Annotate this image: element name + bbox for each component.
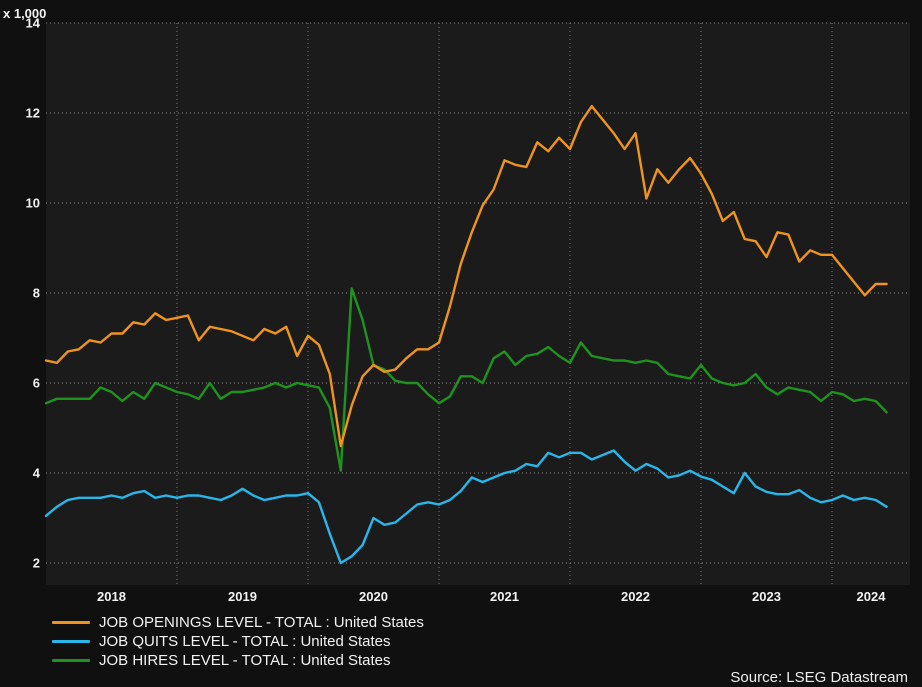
y-tick-label: 12 — [26, 106, 40, 121]
y-tick-label: 8 — [33, 286, 40, 301]
legend-line-swatch-quits — [52, 640, 90, 643]
y-tick-label: 14 — [26, 16, 41, 31]
source-attribution: Source: LSEG Datastream — [730, 669, 908, 686]
legend-item-quits: JOB QUITS LEVEL - TOTAL : United States — [52, 632, 424, 651]
legend-label-hires: JOB HIRES LEVEL - TOTAL : United States — [99, 652, 391, 669]
legend-item-openings: JOB OPENINGS LEVEL - TOTAL : United Stat… — [52, 613, 424, 632]
legend-line-swatch-hires — [52, 659, 90, 662]
x-tick-label: 2021 — [490, 589, 519, 604]
x-tick-label: 2019 — [228, 589, 257, 604]
series-line-openings — [44, 104, 888, 448]
y-axis-unit-label: x 1,000 — [3, 6, 47, 21]
x-tick-label: 2022 — [621, 589, 650, 604]
chart-legend: JOB OPENINGS LEVEL - TOTAL : United Stat… — [52, 613, 424, 670]
x-tick-label: 2020 — [359, 589, 388, 604]
y-tick-label: 10 — [26, 196, 40, 211]
x-tick-label: 2024 — [857, 589, 887, 604]
x-tick-label: 2023 — [752, 589, 781, 604]
x-tick-label: 2018 — [97, 589, 126, 604]
legend-label-openings: JOB OPENINGS LEVEL - TOTAL : United Stat… — [99, 614, 424, 631]
y-tick-label: 6 — [33, 376, 40, 391]
legend-label-quits: JOB QUITS LEVEL - TOTAL : United States — [99, 633, 391, 650]
y-tick-label: 4 — [33, 466, 41, 481]
legend-line-swatch-openings — [52, 621, 90, 624]
plot-area — [46, 23, 910, 585]
series-line-hires — [44, 287, 888, 472]
y-tick-label: 2 — [33, 556, 40, 571]
series-line-quits — [44, 449, 888, 565]
line-chart: 2 4 6 8 10 12 14 2018 2019 2020 2021 2022 2023 2024 — [26, 16, 910, 604]
legend-item-hires: JOB HIRES LEVEL - TOTAL : United States — [52, 651, 424, 670]
